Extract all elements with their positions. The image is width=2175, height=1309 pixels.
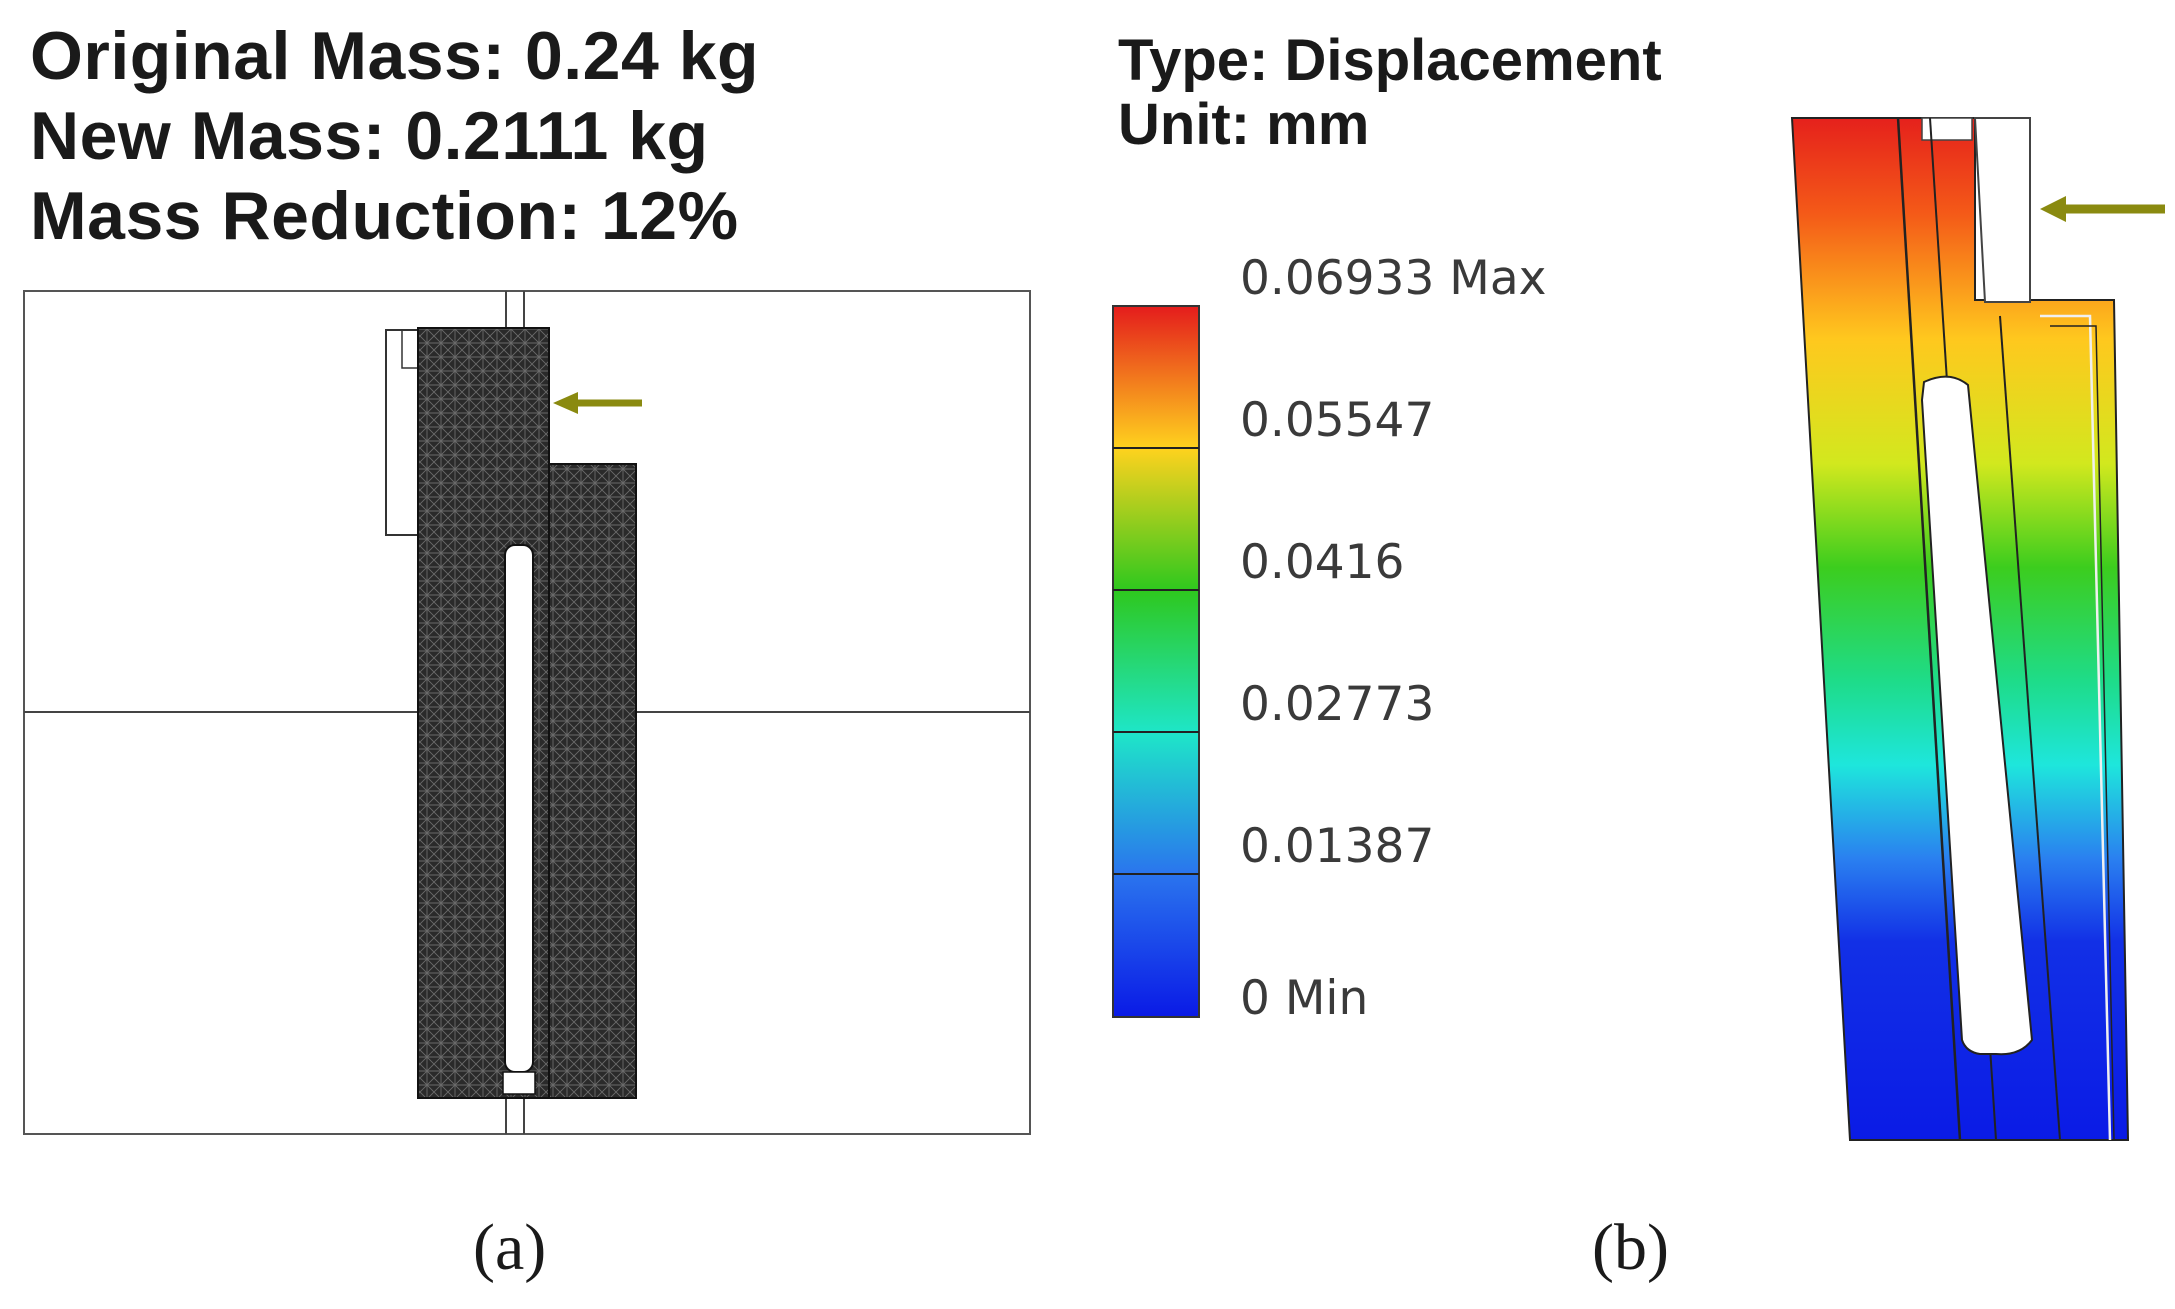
caption-a: (a) — [473, 1211, 547, 1284]
original-mass-label: Original Mass: 0.24 kg — [30, 18, 760, 94]
unit-label: Unit: mm — [1118, 92, 1370, 157]
legend-tick-min: 0 Min — [1240, 971, 1369, 1026]
legend-tick-3: 0.0416 — [1240, 535, 1405, 590]
meshed-part — [417, 327, 637, 1099]
slot-cutout-deformed — [1920, 375, 2034, 1056]
result-type-label: Type: Displacement — [1118, 28, 1662, 93]
caption-b: (b) — [1592, 1211, 1669, 1284]
fixture-outline — [385, 329, 419, 536]
legend-tick-5: 0.01387 — [1240, 819, 1435, 874]
displacement-contour — [1790, 117, 2130, 1141]
fixture-block — [1973, 117, 2031, 303]
load-arrow-b — [2040, 196, 2165, 222]
displacement-color-bar — [1112, 305, 1200, 1018]
legend-tick-2: 0.05547 — [1240, 393, 1435, 448]
new-mass-label: New Mass: 0.2111 kg — [30, 98, 709, 174]
mass-reduction-label: Mass Reduction: 12% — [30, 178, 739, 254]
legend-tick-4: 0.02773 — [1240, 677, 1435, 732]
slot-cutout — [504, 544, 534, 1073]
legend-tick-max: 0.06933 Max — [1240, 251, 1547, 306]
load-arrow-a — [553, 392, 642, 414]
